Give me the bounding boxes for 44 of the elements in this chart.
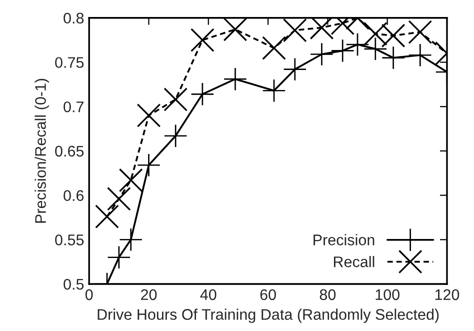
- x-tick-label: 120: [435, 289, 460, 300]
- point: [331, 40, 354, 62]
- point: [282, 18, 307, 42]
- y-tick-label: 0.75: [55, 57, 84, 68]
- y-tick-label: 0.8: [64, 12, 84, 24]
- point: [138, 154, 160, 176]
- legend-label: Precision: [314, 234, 374, 246]
- point: [224, 68, 246, 90]
- x-tick-label: 80: [320, 289, 336, 300]
- point: [262, 36, 286, 60]
- x-tick-label: 0: [85, 289, 93, 300]
- point: [382, 46, 404, 69]
- point: [284, 58, 306, 80]
- point: [262, 80, 286, 102]
- x-tick-label: 40: [200, 289, 216, 300]
- x-axis-title: Drive Hours Of Training Data (Randomly Selected): [98, 308, 439, 323]
- point: [409, 44, 432, 66]
- point: [408, 20, 432, 44]
- point: [136, 104, 161, 128]
- y-tick-label: 0.7: [64, 101, 84, 112]
- point: [223, 18, 248, 42]
- y-tick-label: 0.5: [64, 278, 84, 290]
- point: [191, 83, 214, 106]
- point: [164, 88, 188, 112]
- x-tick-label: 20: [141, 289, 157, 300]
- x-tick-label: 100: [376, 289, 400, 300]
- point: [95, 204, 119, 229]
- legend-label: Recall: [334, 256, 374, 268]
- y-axis-title: Precision/Recall (0-1): [34, 78, 49, 223]
- x-tick-label: 60: [260, 289, 276, 300]
- point: [381, 24, 406, 48]
- point: [164, 124, 187, 147]
- point: [108, 246, 130, 268]
- point: [363, 22, 388, 46]
- point: [310, 18, 334, 40]
- y-tick-label: 0.65: [55, 146, 84, 157]
- point: [190, 28, 214, 52]
- point: [106, 186, 131, 211]
- point: [120, 228, 142, 251]
- point: [364, 38, 387, 60]
- y-tick-label: 0.55: [55, 234, 84, 246]
- y-tick-label: 0.6: [64, 190, 84, 201]
- point: [310, 43, 333, 66]
- point: [118, 168, 143, 192]
